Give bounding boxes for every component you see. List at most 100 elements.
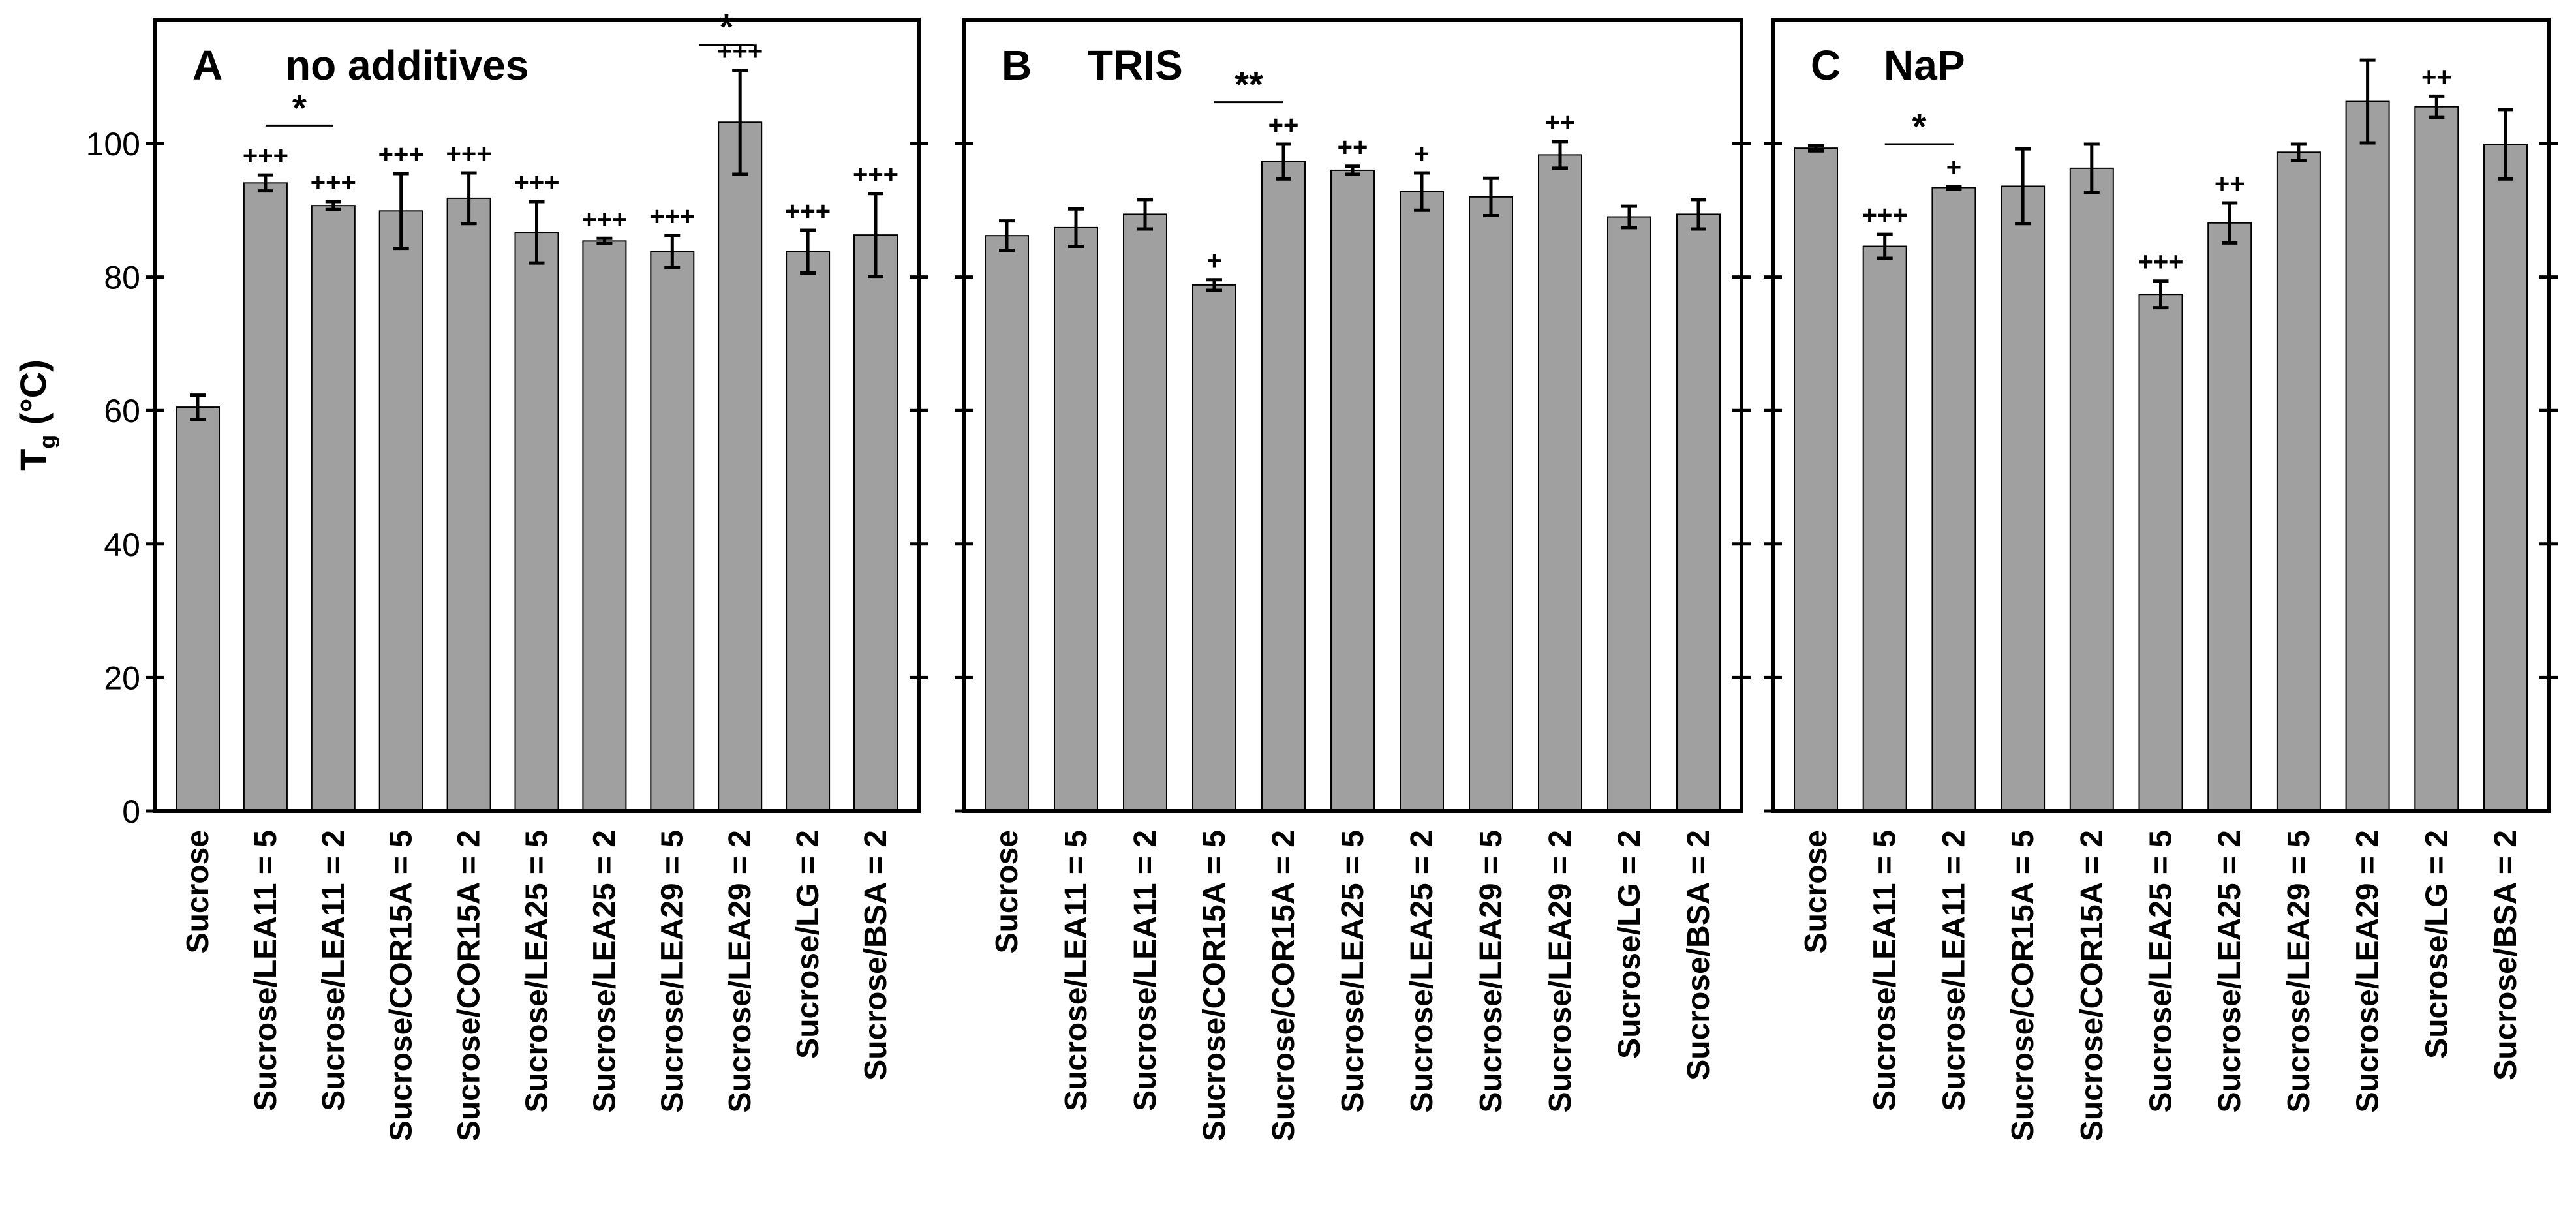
bar [1054, 226, 1098, 812]
significance-mark: +++ [717, 37, 763, 65]
bar [985, 235, 1029, 812]
significance-mark: +++ [2138, 248, 2183, 277]
bar [1607, 216, 1651, 812]
bar [853, 234, 898, 812]
bar [1123, 213, 1167, 812]
x-tick-label: Sucrose/LEA29 = 2 [723, 830, 758, 1113]
x-tick-label: Sucrose/LEA11 = 5 [1059, 830, 1094, 1111]
panel-title: no additives [285, 42, 529, 89]
panel-frame [153, 18, 921, 813]
bar [2345, 100, 2390, 812]
bar [243, 182, 288, 812]
bar [378, 210, 423, 812]
y-tick-label: 80 [104, 260, 140, 296]
significance-mark: + [1206, 247, 1221, 275]
x-tick-label: Sucrose [1799, 830, 1833, 953]
y-tick-label: 40 [104, 527, 140, 563]
significance-mark: ++ [1338, 133, 1368, 162]
x-tick-label: Sucrose/LEA11 = 2 [1937, 830, 1971, 1111]
significance-mark: +++ [378, 140, 424, 169]
bar [1676, 213, 1721, 812]
panel-letter: B [1002, 42, 1032, 89]
significance-mark: ++ [2421, 63, 2452, 91]
bar [1261, 161, 1306, 812]
x-tick-label: Sucrose/LEA25 = 2 [2213, 830, 2247, 1113]
bar [1400, 191, 1444, 812]
significance-mark: +++ [243, 142, 288, 170]
bar [1192, 284, 1236, 812]
x-tick-label: Sucrose/BSA = 2 [2489, 830, 2523, 1080]
x-tick-label: Sucrose/COR15A = 2 [452, 830, 487, 1141]
x-tick-label: Sucrose/LEA25 = 2 [1405, 830, 1439, 1113]
significance-mark: + [1414, 140, 1429, 168]
x-tick-label: Sucrose/LG = 2 [1612, 830, 1647, 1059]
x-tick-label: Sucrose/LEA25 = 5 [520, 830, 555, 1113]
significance-mark: +++ [446, 140, 492, 168]
comparison-label: * [720, 7, 734, 48]
significance-mark: +++ [649, 202, 695, 231]
bar [2276, 151, 2321, 812]
bar [786, 251, 831, 812]
significance-mark: ++ [1545, 108, 1576, 137]
y-axis-label: Tg (°C) [12, 360, 60, 471]
bar [2138, 294, 2183, 812]
x-tick-label: Sucrose/LEA25 = 5 [2144, 830, 2179, 1113]
x-tick-label: Sucrose/BSA = 2 [1681, 830, 1716, 1080]
significance-mark: +++ [514, 168, 559, 197]
bar [1862, 245, 1907, 812]
x-tick-label: Sucrose/BSA = 2 [859, 830, 893, 1080]
bar [1330, 169, 1375, 812]
panel-frame [1771, 18, 2551, 813]
x-tick-label: Sucrose/LEA11 = 2 [1128, 830, 1163, 1111]
bar [582, 240, 627, 812]
bar [2069, 167, 2114, 812]
x-tick-label: Sucrose/COR15A = 5 [2006, 830, 2040, 1141]
significance-mark: +++ [581, 205, 627, 234]
x-tick-label: Sucrose/LEA29 = 5 [2282, 830, 2316, 1113]
significance-mark: ++ [1268, 111, 1299, 140]
significance-mark: +++ [1862, 201, 1908, 230]
bar [718, 121, 763, 812]
x-tick-label: Sucrose/LG = 2 [791, 830, 825, 1059]
significance-mark: ++ [2215, 170, 2245, 198]
y-tick-label: 20 [104, 660, 140, 696]
x-tick-label: Sucrose [181, 830, 215, 953]
x-tick-label: Sucrose/LEA29 = 5 [655, 830, 690, 1113]
x-tick-label: Sucrose/LEA11 = 5 [249, 830, 283, 1111]
x-tick-label: Sucrose [990, 830, 1024, 953]
x-tick-label: Sucrose/COR15A = 5 [1197, 830, 1232, 1141]
panel-letter: A [192, 42, 222, 89]
x-tick-label: Sucrose/LEA25 = 2 [587, 830, 622, 1113]
bar [1794, 147, 1838, 812]
x-tick-label: Sucrose/LEA11 = 2 [316, 830, 351, 1111]
comparison-label: ** [1234, 64, 1263, 105]
x-tick-label: Sucrose/LEA29 = 2 [2351, 830, 2385, 1113]
panel-title: NaP [1884, 42, 1965, 89]
x-tick-label: Sucrose/LG = 2 [2419, 830, 2454, 1059]
comparison-label: * [1912, 106, 1927, 147]
bar [1931, 187, 1976, 812]
x-tick-label: Sucrose/LEA29 = 5 [1474, 830, 1509, 1113]
y-tick-label: 100 [86, 126, 140, 162]
x-tick-label: Sucrose/LEA25 = 5 [1336, 830, 1370, 1113]
bar [2207, 222, 2252, 812]
panel-title: TRIS [1088, 42, 1183, 89]
panel-frame [962, 18, 1743, 813]
x-tick-label: Sucrose/LEA11 = 5 [1868, 830, 1903, 1111]
significance-mark: + [1946, 153, 1961, 181]
x-tick-label: Sucrose/COR15A = 2 [1266, 830, 1301, 1141]
bar [2414, 106, 2459, 812]
y-tick-label: 0 [122, 793, 140, 830]
bar [176, 406, 220, 812]
x-tick-label: Sucrose/LEA29 = 2 [1543, 830, 1578, 1113]
significance-mark: +++ [311, 168, 356, 197]
x-tick-label: Sucrose/COR15A = 5 [384, 830, 419, 1141]
bar [311, 205, 356, 812]
bar [514, 232, 559, 812]
bar [1469, 196, 1513, 812]
comparison-label: * [292, 87, 307, 128]
bar [1538, 154, 1582, 812]
bar [2001, 185, 2046, 812]
significance-mark: +++ [785, 197, 831, 226]
